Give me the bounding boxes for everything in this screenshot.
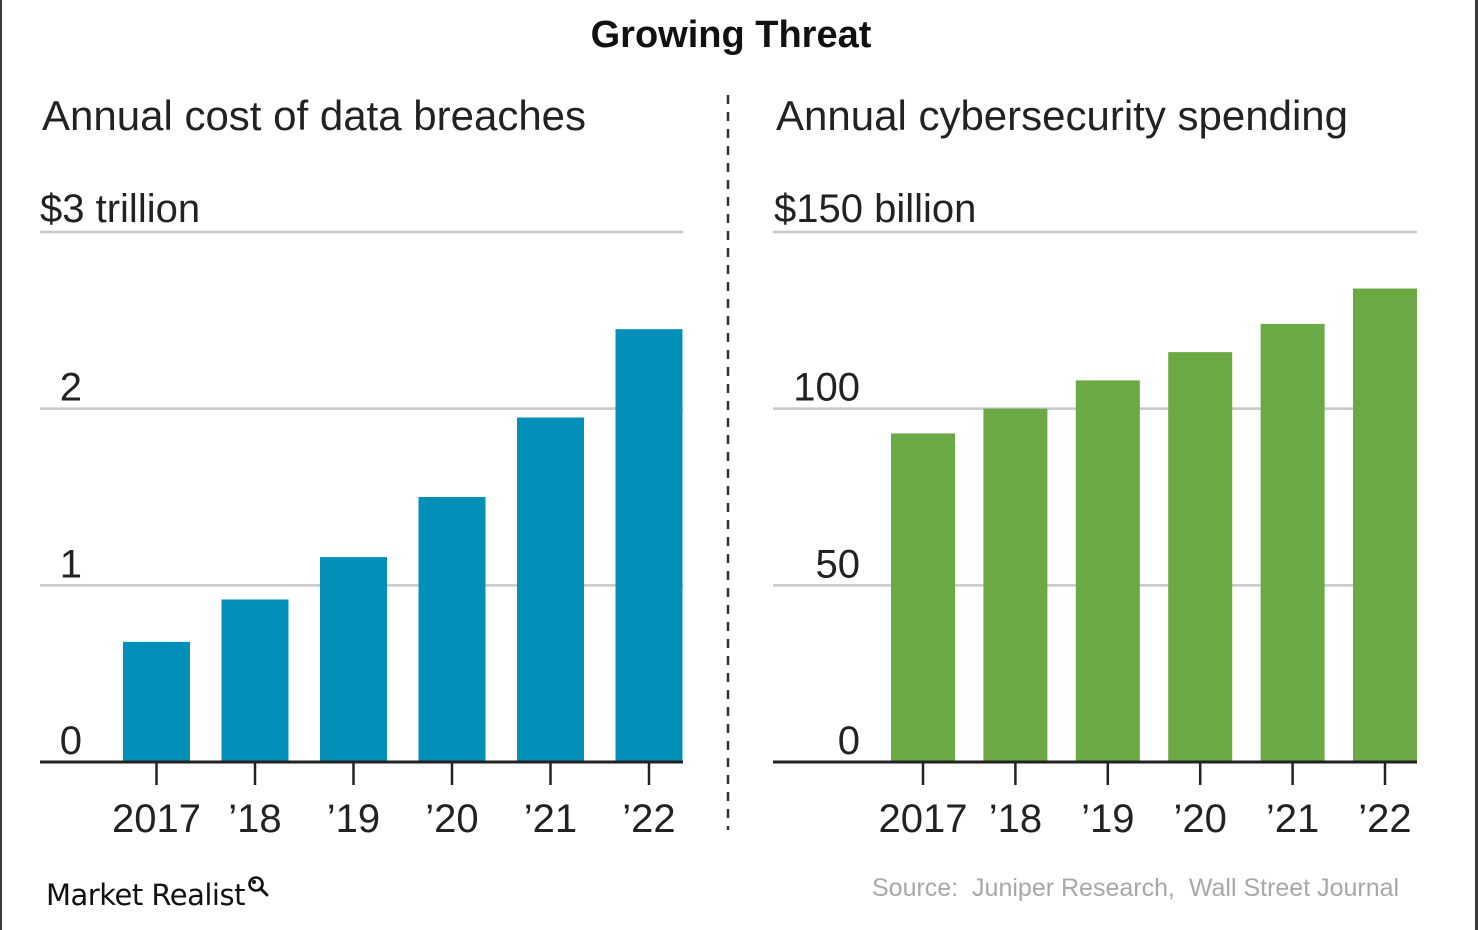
magnifier-icon (247, 872, 271, 906)
spending-category-label: ’18 (989, 797, 1042, 841)
breaches-unit-label: $3 trillion (40, 187, 200, 231)
breaches-ytick-label: 2 (60, 366, 82, 410)
spending-category-label: ’20 (1174, 797, 1227, 841)
breaches-bar (615, 329, 683, 762)
spending-bar (1260, 323, 1325, 762)
spending-bar (1075, 380, 1140, 762)
spending-ytick-label: 0 (838, 719, 860, 763)
breaches-category-label: 2017 (112, 797, 201, 841)
breaches-bar (418, 497, 486, 762)
spending-bar (1353, 288, 1417, 762)
breaches-category-label: ’22 (622, 797, 675, 841)
spending-category-label: ’22 (1358, 797, 1411, 841)
spending-bar (1168, 352, 1233, 762)
right-frame-edge (1475, 0, 1478, 930)
spending-category-label: ’21 (1266, 797, 1319, 841)
breaches-category-label: ’19 (327, 797, 380, 841)
spending-ytick-label: 50 (816, 542, 861, 586)
spending-category-label: 2017 (879, 797, 968, 841)
breaches-bar (123, 641, 190, 762)
breaches-category-label: ’20 (425, 797, 478, 841)
brand-logo: Market Realist (46, 876, 271, 912)
breaches-category-label: ’21 (524, 797, 577, 841)
spending-bar (891, 433, 955, 762)
spending-unit-label: $150 billion (774, 187, 976, 231)
spending-bar (983, 408, 1048, 762)
breaches-bar (517, 417, 584, 762)
spending-category-label: ’19 (1081, 797, 1134, 841)
spending-panel-title: Annual cybersecurity spending (776, 92, 1348, 139)
breaches-panel-title: Annual cost of data breaches (42, 92, 586, 139)
breaches-ytick-label: 0 (60, 719, 82, 763)
brand-name: Market Realist (46, 878, 245, 912)
breaches-ytick-label: 1 (60, 542, 82, 586)
figure-title: Growing Threat (590, 14, 872, 56)
breaches-bar (320, 557, 387, 762)
breaches-bar (221, 599, 289, 762)
left-frame-edge (0, 0, 2, 930)
spending-ytick-label: 100 (793, 366, 860, 410)
source-note: Source: Juniper Research, Wall Street Jo… (872, 874, 1400, 902)
breaches-category-label: ’18 (228, 797, 281, 841)
